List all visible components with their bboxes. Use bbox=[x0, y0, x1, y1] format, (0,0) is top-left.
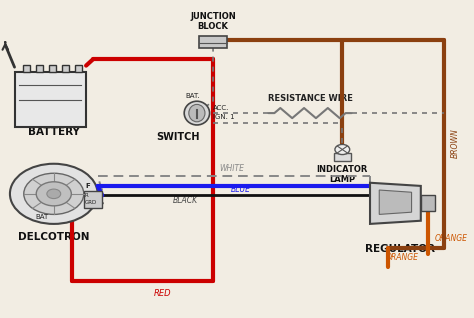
Text: DELCOTRON: DELCOTRON bbox=[18, 232, 90, 242]
Text: RESISTANCE WIRE: RESISTANCE WIRE bbox=[267, 94, 353, 103]
Text: BAT.: BAT. bbox=[185, 93, 200, 99]
Text: GRD: GRD bbox=[85, 200, 98, 205]
Bar bbox=[334, 153, 351, 161]
Text: BROWN: BROWN bbox=[451, 128, 460, 158]
Text: WHITE: WHITE bbox=[219, 164, 244, 173]
Text: IGN. 1: IGN. 1 bbox=[213, 114, 235, 121]
Text: SWITCH: SWITCH bbox=[157, 132, 200, 142]
Circle shape bbox=[10, 164, 98, 224]
Text: ORANGE: ORANGE bbox=[435, 234, 468, 243]
Text: BATTERY: BATTERY bbox=[28, 127, 80, 137]
Text: F: F bbox=[85, 183, 90, 189]
Text: BLACK: BLACK bbox=[173, 196, 198, 205]
Bar bbox=[199, 36, 227, 48]
Text: ORANGE: ORANGE bbox=[386, 253, 419, 262]
Polygon shape bbox=[379, 190, 411, 214]
Ellipse shape bbox=[189, 104, 205, 122]
Bar bbox=[36, 65, 43, 72]
Text: INDICATOR
LAMP: INDICATOR LAMP bbox=[317, 165, 368, 184]
Circle shape bbox=[24, 173, 84, 214]
Text: BLUE: BLUE bbox=[231, 185, 251, 194]
Text: RED: RED bbox=[154, 289, 171, 298]
Bar bbox=[421, 195, 435, 211]
Circle shape bbox=[47, 189, 61, 198]
Ellipse shape bbox=[184, 101, 210, 125]
Text: ACC.: ACC. bbox=[213, 105, 229, 111]
Text: JUNCTION
BLOCK: JUNCTION BLOCK bbox=[190, 12, 236, 31]
Bar bbox=[49, 65, 56, 72]
Text: R: R bbox=[84, 193, 88, 198]
Bar bbox=[74, 65, 82, 72]
FancyBboxPatch shape bbox=[15, 72, 86, 127]
Polygon shape bbox=[370, 183, 421, 224]
Circle shape bbox=[335, 144, 350, 155]
Bar bbox=[84, 191, 102, 208]
Bar bbox=[62, 65, 69, 72]
Text: REGULATOR: REGULATOR bbox=[365, 245, 435, 254]
Bar bbox=[23, 65, 30, 72]
Circle shape bbox=[36, 182, 71, 206]
Text: BAT: BAT bbox=[36, 214, 49, 220]
